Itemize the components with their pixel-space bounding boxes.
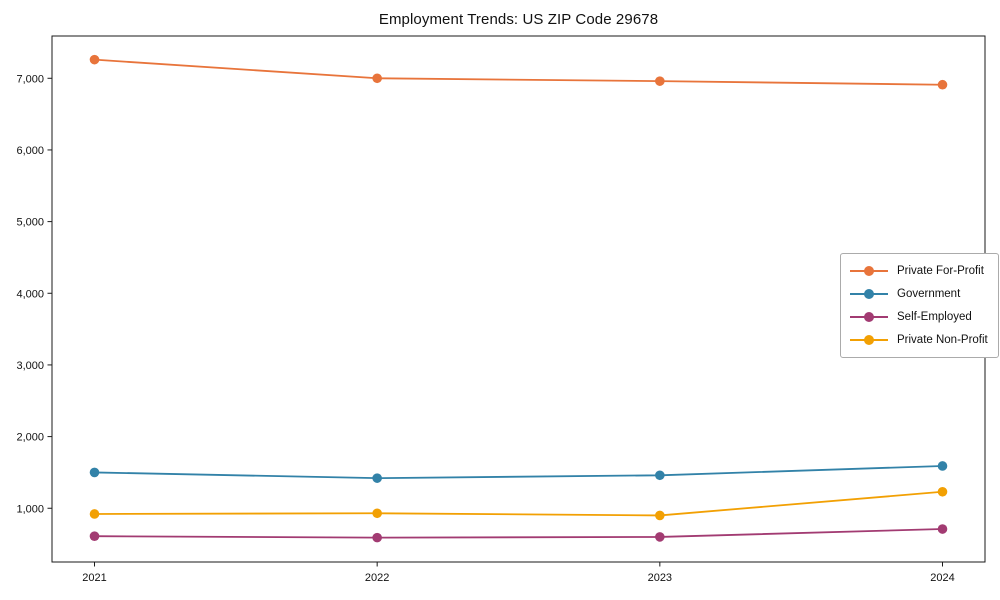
legend-item-self-employed: Self-Employed [850,307,988,327]
series-private-non-profit [89,486,948,521]
data-point-marker [372,532,382,543]
legend-marker-icon [850,311,888,323]
chart-title: Employment Trends: US ZIP Code 29678 [378,11,659,28]
data-point-marker [655,76,665,86]
series-line [94,465,943,480]
x-tick-label: 2024 [930,572,954,584]
x-tick-label: 2021 [82,572,106,584]
data-point-marker [937,79,948,90]
data-point-marker [372,508,382,519]
legend-item-private-for-profit: Private For-Profit [850,261,988,281]
legend-marker-icon [850,265,888,277]
y-axis: 1,000 2,000 3,000 4,000 5,000 6,000 7,000 [16,73,52,515]
y-tick-label: 5,000 [16,217,44,229]
legend-label: Self-Employed [897,311,972,323]
y-tick-label: 3,000 [16,360,44,372]
data-point-marker [89,467,100,478]
legend-label: Private Non-Profit [897,334,988,346]
x-tick-label: 2022 [365,572,389,584]
legend-marker-icon [850,288,888,300]
data-point-marker [937,461,948,471]
y-tick-label: 4,000 [16,288,44,300]
legend-label: Private For-Profit [897,265,984,277]
y-tick-label: 1,000 [16,503,44,515]
series-line [94,490,943,517]
chart-legend: Private For-Profit Government Self-Emplo… [840,253,999,358]
data-point-marker [655,532,665,542]
data-point-marker [89,509,100,519]
x-tick-label: 2023 [648,572,672,584]
legend-label: Government [897,288,961,300]
data-point-marker [937,486,948,497]
data-point-marker [655,510,665,521]
series-self-employed [89,524,948,543]
data-point-marker [372,473,382,483]
series-line [94,528,943,539]
series-line [94,58,943,86]
data-point-marker [655,470,665,481]
data-point-marker [937,524,948,534]
series-government [89,461,948,483]
data-point-marker [89,531,100,542]
series-private-for-profit [89,54,948,90]
y-tick-label: 2,000 [16,432,44,444]
data-point-marker [89,54,100,65]
legend-item-government: Government [850,284,988,304]
x-axis: 2021 2022 2023 2024 [82,562,955,584]
y-tick-label: 6,000 [16,145,44,157]
legend-item-private-non-profit: Private Non-Profit [850,330,988,350]
y-tick-label: 7,000 [16,73,44,85]
legend-marker-icon [850,334,888,346]
data-point-marker [372,73,382,84]
